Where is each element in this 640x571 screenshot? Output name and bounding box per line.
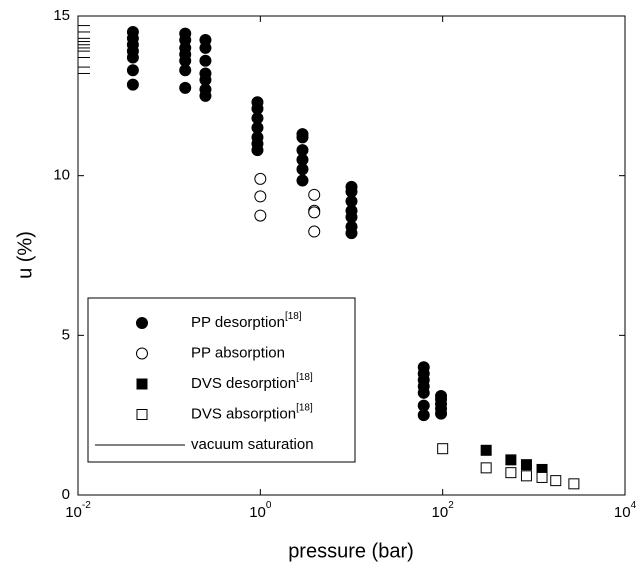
legend-name: PP absorption bbox=[191, 344, 285, 361]
legend-box bbox=[87, 297, 356, 463]
x-tick-base: 10 bbox=[432, 504, 449, 521]
point bbox=[254, 172, 267, 185]
y-tick-label: 10 bbox=[53, 167, 70, 184]
x-tick-label: 102 bbox=[432, 500, 455, 521]
y-tick-label: 15 bbox=[53, 7, 70, 24]
y-tick-label: 0 bbox=[62, 486, 70, 503]
legend-label: PP absorption bbox=[191, 344, 285, 361]
point bbox=[345, 227, 358, 240]
legend-name: PP desorption bbox=[191, 314, 285, 331]
point bbox=[254, 209, 267, 222]
point bbox=[308, 206, 321, 219]
point bbox=[435, 407, 448, 420]
point bbox=[199, 41, 212, 54]
point bbox=[126, 51, 139, 64]
x-tick-exponent: -2 bbox=[82, 500, 91, 511]
legend-label: PP desorption[18] bbox=[191, 311, 302, 331]
point bbox=[254, 190, 267, 203]
point bbox=[199, 89, 212, 102]
point bbox=[308, 225, 321, 238]
x-tick-base: 10 bbox=[249, 504, 266, 521]
point bbox=[417, 386, 430, 399]
point bbox=[480, 444, 492, 456]
x-tick-exponent: 2 bbox=[448, 500, 454, 511]
point bbox=[520, 470, 532, 482]
legend-name: DVS desorption bbox=[191, 375, 296, 392]
point bbox=[251, 144, 264, 157]
point bbox=[179, 81, 192, 94]
legend-label: DVS desorption[18] bbox=[191, 372, 313, 392]
legend-name: vacuum saturation bbox=[191, 436, 314, 453]
point bbox=[568, 478, 580, 490]
point bbox=[480, 462, 492, 474]
x-axis-label: pressure (bar) bbox=[288, 540, 414, 562]
legend-reference: [18] bbox=[285, 311, 302, 322]
point bbox=[505, 467, 517, 479]
legend-label: DVS absorption[18] bbox=[191, 402, 313, 422]
legend-name: DVS absorption bbox=[191, 405, 296, 422]
point bbox=[536, 471, 548, 483]
x-tick-label: 10-2 bbox=[65, 500, 91, 521]
point bbox=[199, 54, 212, 67]
legend-marker bbox=[136, 409, 148, 420]
legend-marker bbox=[136, 317, 148, 329]
point bbox=[520, 459, 532, 471]
y-axis-label: u (%) bbox=[14, 231, 36, 279]
x-tick-base: 10 bbox=[65, 504, 82, 521]
point bbox=[126, 64, 139, 77]
x-tick-label: 100 bbox=[249, 500, 272, 521]
x-tick-exponent: 0 bbox=[266, 500, 272, 511]
point bbox=[417, 409, 430, 422]
point bbox=[126, 78, 139, 91]
point bbox=[296, 163, 309, 176]
x-tick-exponent: 4 bbox=[631, 500, 637, 511]
legend-marker bbox=[136, 347, 148, 360]
point bbox=[179, 64, 192, 77]
point bbox=[550, 475, 562, 487]
legend-marker bbox=[136, 378, 148, 390]
y-tick-label: 5 bbox=[62, 326, 70, 343]
point bbox=[505, 454, 517, 466]
legend-reference: [18] bbox=[296, 372, 313, 383]
legend-label: vacuum saturation bbox=[191, 436, 314, 453]
point bbox=[296, 131, 309, 144]
point bbox=[308, 188, 321, 201]
x-tick-base: 10 bbox=[614, 504, 631, 521]
point bbox=[296, 174, 309, 187]
legend-reference: [18] bbox=[296, 402, 313, 413]
x-tick-label: 104 bbox=[614, 500, 637, 521]
point bbox=[437, 443, 449, 455]
